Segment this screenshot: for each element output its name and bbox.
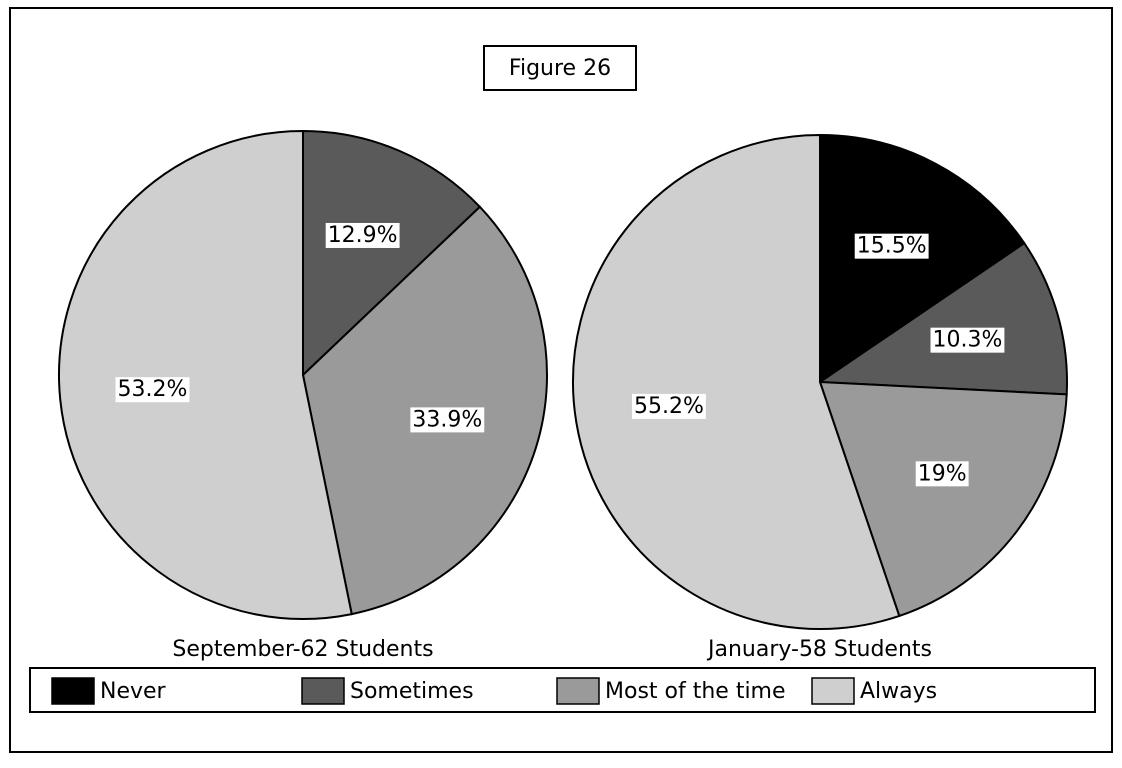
data-label-bg bbox=[410, 407, 485, 433]
legend-label: Sometimes bbox=[350, 679, 474, 704]
legend-swatch bbox=[51, 677, 95, 705]
data-label-bg bbox=[631, 393, 706, 419]
title-box bbox=[483, 45, 637, 91]
data-label-bg bbox=[930, 327, 1005, 353]
data-label: 19% bbox=[918, 461, 967, 486]
data-label-bg bbox=[115, 377, 190, 403]
data-label-bg bbox=[325, 222, 400, 248]
data-label: 53.2% bbox=[118, 377, 188, 402]
data-label-bg bbox=[915, 461, 969, 487]
legend-swatch bbox=[811, 677, 855, 705]
legend-label: Never bbox=[100, 679, 167, 704]
pie-slice bbox=[816, 241, 1069, 396]
pie-slice bbox=[58, 129, 353, 620]
legend-swatch bbox=[301, 677, 345, 705]
pie-slice bbox=[572, 133, 901, 630]
chart-title: September-62 Students bbox=[172, 637, 433, 662]
data-label: 10.3% bbox=[933, 328, 1003, 353]
data-label: 33.9% bbox=[412, 407, 482, 432]
pie-slice bbox=[302, 129, 482, 378]
data-label: 12.9% bbox=[328, 223, 398, 248]
figure-title: Figure 26 bbox=[509, 56, 611, 81]
pie-slice bbox=[818, 380, 1068, 618]
legend-label: Always bbox=[860, 679, 937, 704]
data-label: 55.2% bbox=[634, 394, 704, 419]
data-label: 15.5% bbox=[857, 234, 927, 259]
legend-swatch bbox=[556, 677, 600, 705]
legend-label: Most of the time bbox=[605, 679, 786, 704]
chart-title: January-58 Students bbox=[706, 637, 932, 662]
data-label-bg bbox=[854, 233, 929, 259]
